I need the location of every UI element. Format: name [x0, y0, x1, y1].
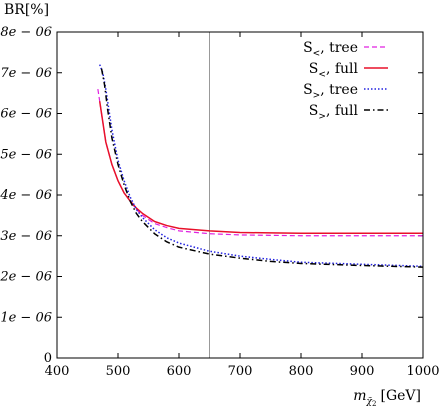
x-axis-label-symbol: m [353, 388, 366, 404]
series-line-1 [97, 88, 423, 237]
x-tick-label: 600 [167, 364, 192, 379]
legend: S<, tree S<, full S>, tree S>, full [303, 40, 388, 122]
tick-marks [56, 31, 424, 359]
x-tick-label: 900 [350, 364, 375, 379]
x-tick-label: 700 [228, 364, 253, 379]
y-tick-label: 8e − 06 [0, 25, 52, 40]
y-tick-label: 6e − 06 [0, 107, 52, 122]
y-tick-label: 0 [44, 351, 52, 366]
y-tick-label: 7e − 06 [0, 66, 52, 81]
y-tick-label: 4e − 06 [0, 188, 52, 203]
y-tick-label: 5e − 06 [0, 147, 52, 162]
x-axis-label-subsubscript: 2 [372, 400, 376, 408]
series-line-3 [98, 64, 424, 268]
legend-entry-label: S>, tree [303, 82, 358, 101]
x-tick-label: 400 [45, 364, 70, 379]
y-tick-label: 1e − 06 [0, 310, 52, 325]
y-tick-label: 3e − 06 [0, 229, 52, 244]
y-tick-label: 2e − 06 [0, 270, 52, 285]
x-tick-label: 800 [289, 364, 314, 379]
y-axis-label: BR[%] [4, 2, 49, 18]
x-tick-labels: 400 500 600 700 800 900 1000 [45, 364, 440, 379]
x-tick-label: 500 [106, 364, 131, 379]
legend-entry-label: S<, tree [303, 40, 358, 59]
legend-entry-label: S<, full [309, 61, 359, 80]
series-group [97, 64, 424, 268]
series-line-2 [98, 101, 423, 235]
legend-entry-label: S>, full [309, 103, 359, 122]
x-tick-label: 1000 [406, 364, 439, 379]
x-axis-label-subscript: χ̃ [366, 396, 373, 407]
y-tick-labels: 0 1e − 06 2e − 06 3e − 06 4e − 06 5e − 06 6e −… [0, 25, 52, 366]
x-axis-label-unit: [GeV] [380, 388, 421, 404]
series-line-4 [100, 68, 424, 268]
plot-frame [56, 31, 424, 359]
x-axis-label: mχ̃2 [GeV] [353, 388, 421, 408]
